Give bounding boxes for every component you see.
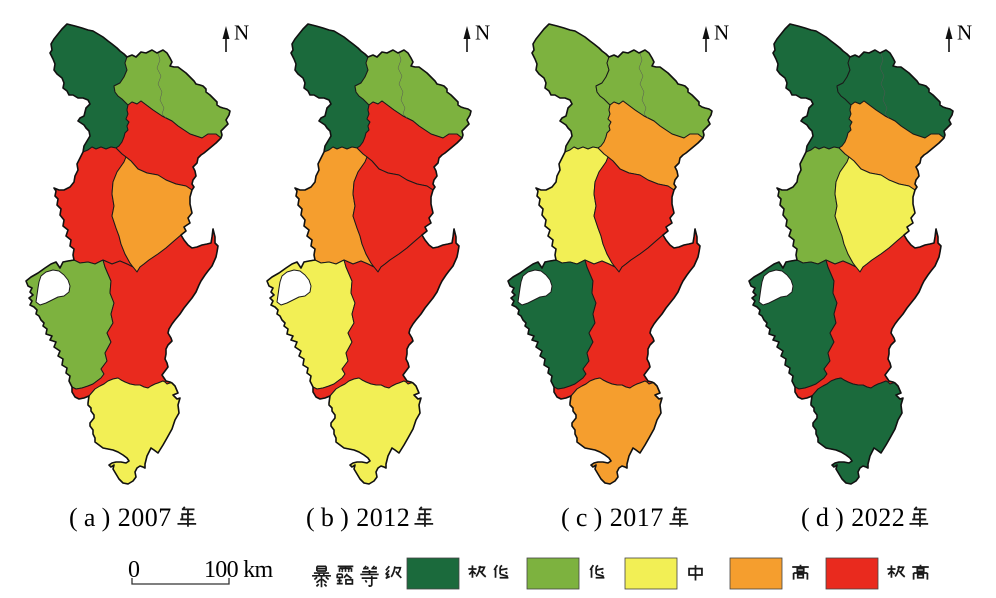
svg-text:N: N (234, 21, 249, 45)
svg-text:( c ) 2017: ( c ) 2017 (561, 503, 664, 532)
svg-text:N: N (475, 21, 490, 45)
svg-text:N: N (714, 21, 729, 45)
svg-text:( d ) 2022: ( d ) 2022 (801, 503, 905, 532)
svg-text:100 km: 100 km (204, 557, 274, 583)
svg-text:N: N (957, 21, 972, 45)
svg-text:( b ) 2012: ( b ) 2012 (306, 503, 410, 532)
svg-text:0: 0 (128, 557, 140, 583)
svg-text:( a ) 2007: ( a ) 2007 (69, 503, 172, 532)
